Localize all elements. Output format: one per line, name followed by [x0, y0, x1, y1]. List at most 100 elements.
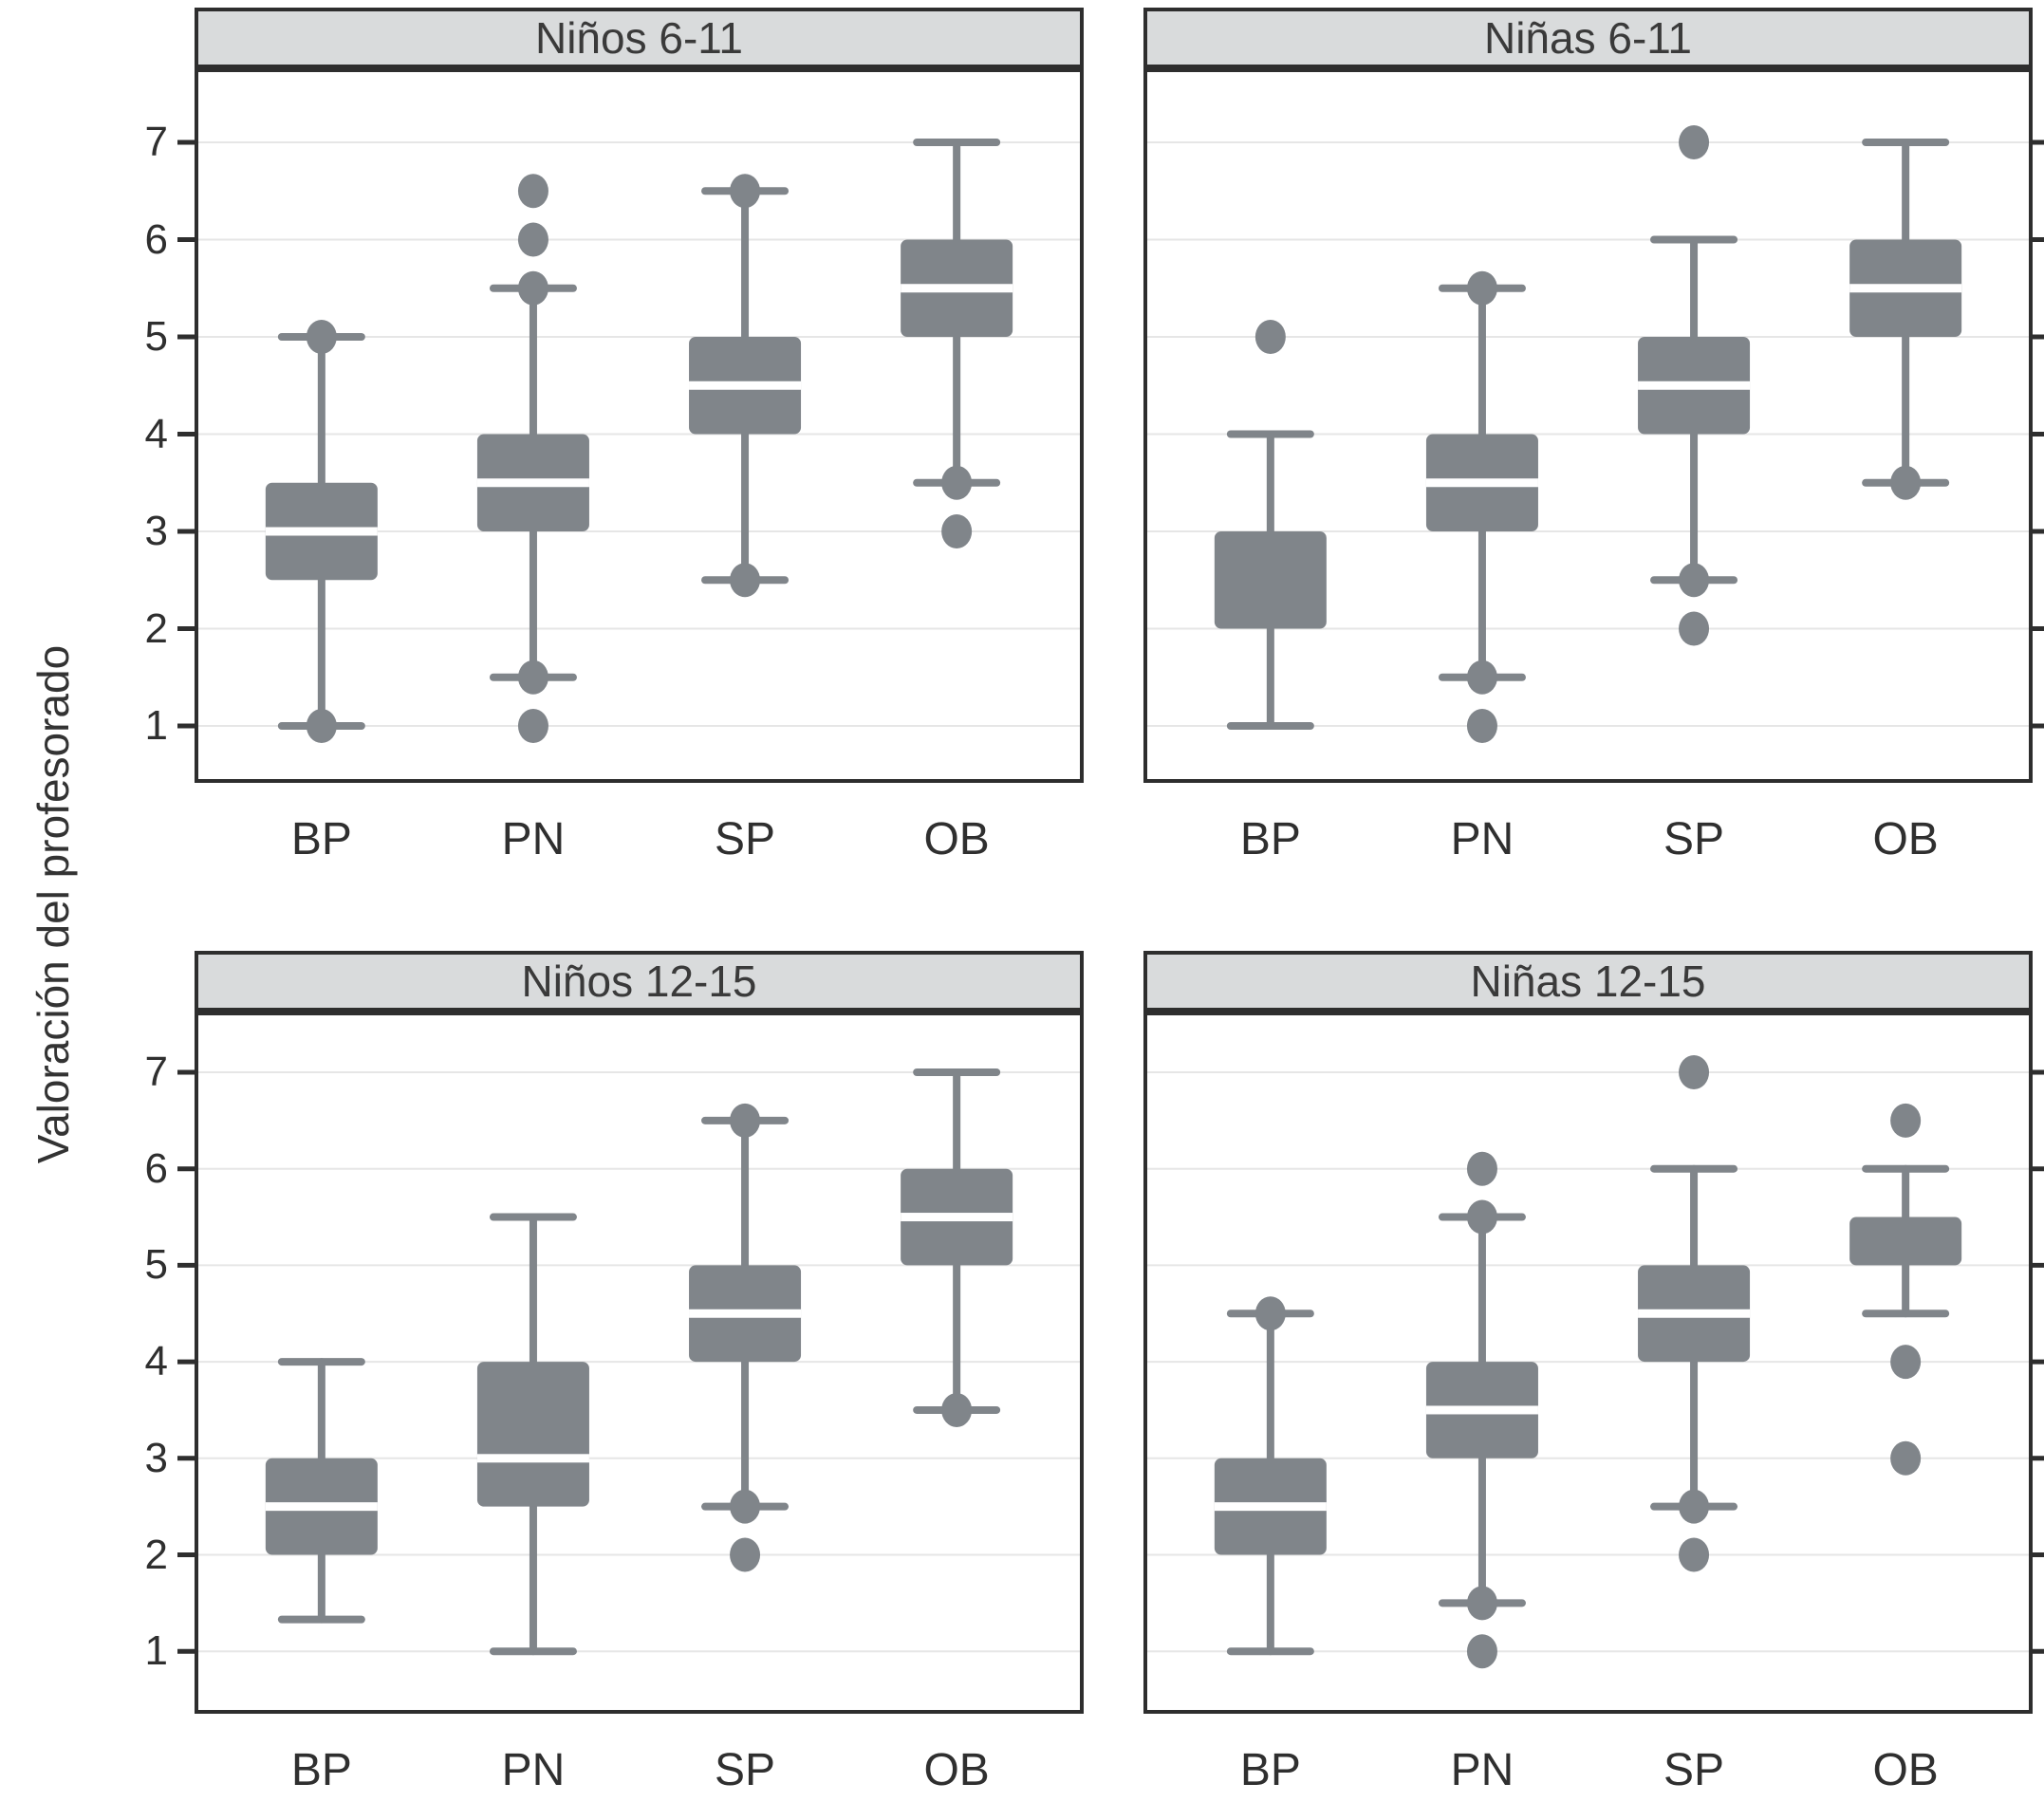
x-category-label-sp: SP — [1663, 814, 1725, 864]
median-line — [901, 284, 1013, 293]
box — [1214, 531, 1327, 629]
facet-strip-label: Niños 12-15 — [521, 957, 757, 1006]
boxplot-PN — [1425, 1151, 1538, 1669]
panel-background — [195, 68, 1084, 783]
outlier-dot — [1466, 1634, 1497, 1669]
boxplot-SP — [1638, 1055, 1751, 1572]
x-category-label-sp: SP — [715, 1745, 776, 1795]
y-tick-label: 3 — [144, 1434, 168, 1481]
outlier-dot — [730, 1103, 761, 1138]
facet-strip-label: Niñas 12-15 — [1470, 957, 1706, 1006]
facet-strip-ninos-12-15: Niños 12-15 — [195, 951, 1084, 1012]
facet-plot-ninas-6-11 — [1143, 68, 2044, 783]
median-line — [476, 478, 589, 488]
outlier-dot — [1890, 1345, 1922, 1380]
facet-plot-ninos-12-15 — [177, 1012, 1084, 1714]
x-category-label-ob: OB — [1872, 1745, 1939, 1795]
outlier-dot — [1466, 1199, 1497, 1235]
boxplot-OB — [901, 1068, 1013, 1427]
y-tick-label: 4 — [144, 410, 168, 457]
panel-border — [195, 1012, 1084, 1714]
outlier-dot — [1890, 1440, 1922, 1476]
outlier-dot — [306, 709, 337, 743]
outlier-dot — [1679, 1537, 1710, 1572]
x-category-label-ob: OB — [923, 814, 990, 864]
facet-plot-ninas-12-15 — [1143, 1012, 2044, 1714]
median-line — [689, 1309, 802, 1318]
median-line — [1638, 1309, 1751, 1318]
x-category-label-ob: OB — [923, 1745, 990, 1795]
median-line — [265, 1502, 378, 1512]
y-tick-label: 7 — [144, 119, 168, 165]
x-category-label-pn: PN — [501, 1745, 566, 1795]
outlier-dot — [730, 1489, 761, 1524]
outlier-dot — [1890, 465, 1922, 500]
box — [1849, 1217, 1962, 1266]
y-tick-label: 2 — [144, 604, 168, 652]
outlier-dot — [730, 563, 761, 598]
outlier-dot — [517, 222, 548, 257]
facet-strip-ninos-6-11: Niños 6-11 — [195, 8, 1084, 68]
outlier-dot — [730, 1537, 761, 1572]
boxplot-BP — [265, 1358, 378, 1624]
median-line — [1425, 478, 1538, 488]
outlier-dot — [517, 270, 548, 306]
median-line — [1425, 1405, 1538, 1415]
median-line — [1214, 1502, 1327, 1512]
outlier-dot — [517, 659, 548, 695]
outlier-dot — [1466, 270, 1497, 306]
facet-strip-ninas-6-11: Niñas 6-11 — [1143, 8, 2033, 68]
x-category-label-bp: BP — [1239, 1745, 1301, 1795]
panel-border — [1143, 1012, 2033, 1714]
median-line — [265, 527, 378, 536]
x-category-label-bp: BP — [290, 1745, 352, 1795]
y-tick-label: 6 — [144, 1144, 168, 1192]
y-tick-label: 7 — [144, 1049, 168, 1095]
x-category-label-pn: PN — [501, 814, 566, 864]
boxplot-SP — [1638, 125, 1751, 646]
outlier-dot — [517, 709, 548, 743]
boxplot-PN — [1425, 270, 1538, 743]
outlier-dot — [1679, 563, 1710, 598]
y-tick-label: 5 — [144, 313, 168, 360]
x-category-label-pn: PN — [1450, 814, 1514, 864]
panel-border — [1143, 68, 2033, 783]
boxplot-SP — [689, 174, 802, 598]
x-category-label-bp: BP — [1239, 814, 1301, 864]
y-tick-label: 5 — [144, 1241, 168, 1289]
outlier-dot — [1679, 125, 1710, 159]
y-tick-label: 1 — [144, 702, 168, 749]
outlier-dot — [1679, 611, 1710, 646]
facet-strip-ninas-12-15: Niñas 12-15 — [1143, 951, 2033, 1012]
x-category-label-sp: SP — [1663, 1745, 1725, 1795]
median-line — [689, 381, 802, 390]
boxplot-PN — [476, 174, 589, 743]
x-category-label-sp: SP — [715, 814, 776, 864]
facet-plot-ninos-6-11 — [177, 68, 1084, 783]
outlier-dot — [1890, 1103, 1922, 1138]
facet-strip-label: Niños 6-11 — [534, 13, 744, 63]
median-line — [1849, 284, 1962, 293]
x-category-label-bp: BP — [290, 814, 352, 864]
y-tick-label: 3 — [144, 508, 168, 554]
outlier-dot — [1466, 1151, 1497, 1186]
outlier-dot — [1254, 320, 1286, 354]
outlier-dot — [730, 174, 761, 209]
outlier-dot — [1679, 1489, 1710, 1524]
boxplot-OB — [1849, 139, 1962, 500]
panel-border — [195, 68, 1084, 783]
y-tick-label: 4 — [144, 1338, 168, 1385]
outlier-dot — [1679, 1055, 1710, 1089]
outlier-dot — [941, 514, 973, 548]
boxplot-BP — [265, 320, 378, 743]
boxplot-OB — [1849, 1103, 1962, 1476]
outlier-dot — [1254, 1296, 1286, 1331]
y-tick-label: 6 — [144, 215, 168, 263]
box — [476, 1362, 589, 1507]
boxplot-BP — [1214, 320, 1327, 730]
boxplot-BP — [1214, 1296, 1327, 1656]
outlier-dot — [517, 174, 548, 209]
y-tick-label: 1 — [144, 1627, 168, 1675]
boxplot-PN — [476, 1213, 589, 1656]
